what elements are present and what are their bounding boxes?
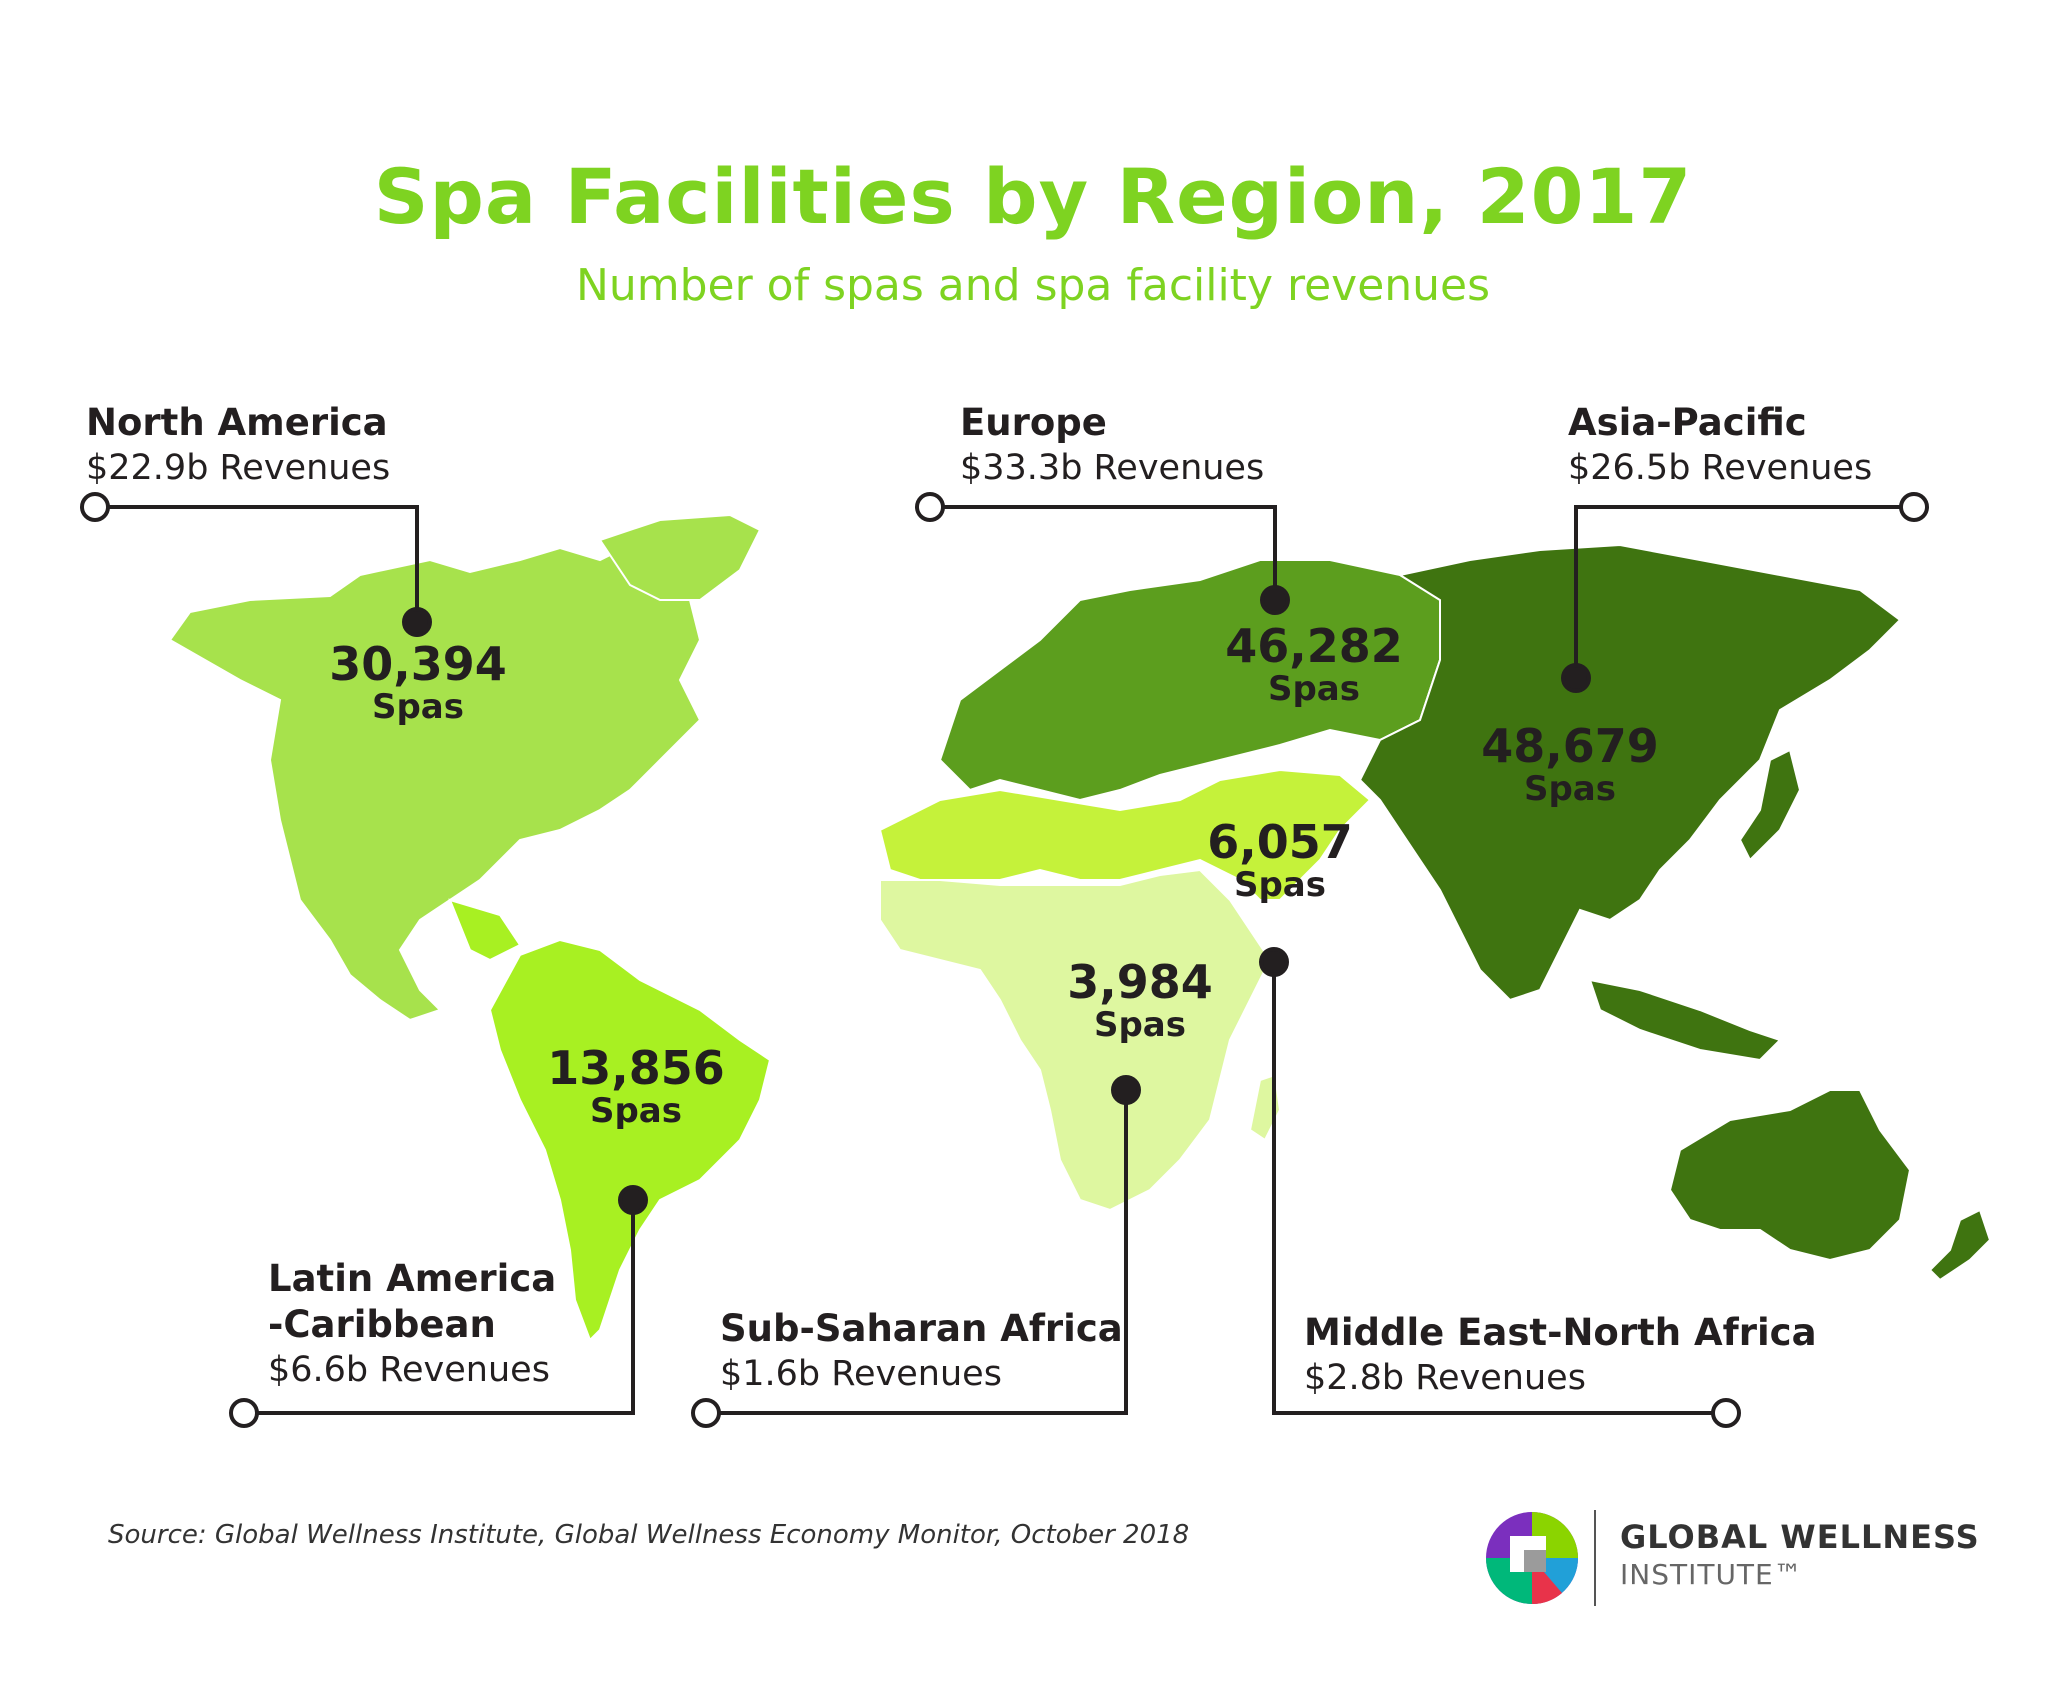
asia-pacific-leader xyxy=(1574,505,1914,678)
sub-saharan-africa-spa-count: 3,984 Spas xyxy=(1010,958,1270,1044)
europe-label: Europe $33.3b Revenues xyxy=(960,400,1264,490)
sub-saharan-africa-label: Sub-Saharan Africa $1.6b Revenues xyxy=(720,1306,1123,1396)
spa-count-unit: Spas xyxy=(1523,769,1616,809)
middle-east-dot xyxy=(1259,947,1289,977)
greenland-shape xyxy=(598,513,762,601)
leader-endpoints xyxy=(80,492,1929,1428)
north-america-dot xyxy=(402,607,432,637)
spa-count-unit: Spas xyxy=(589,1091,682,1131)
europe-open-dot xyxy=(915,492,945,522)
middle-east-north-africa-spa-count: 6,057 Spas xyxy=(1150,818,1410,904)
region-name: Asia-Pacific xyxy=(1568,401,1807,444)
region-revenue: $22.9b Revenues xyxy=(86,448,391,488)
australia-shape xyxy=(1668,1089,1912,1262)
latin-america-spa-count: 13,856 Spas xyxy=(506,1044,766,1130)
europe-leader xyxy=(930,505,1277,600)
region-revenue: $1.6b Revenues xyxy=(720,1354,1002,1394)
spa-count-unit: Spas xyxy=(1233,865,1326,905)
spa-count-unit: Spas xyxy=(371,687,464,727)
spa-count-unit: Spas xyxy=(1093,1005,1186,1045)
latin-america-leader xyxy=(244,1200,635,1415)
sub-saharan-africa-leader xyxy=(706,1090,1128,1415)
logo-divider xyxy=(1594,1510,1596,1606)
north-america-spa-count: 30,394 Spas xyxy=(288,640,548,726)
middle-east-north-africa-label: Middle East-North Africa $2.8b Revenues xyxy=(1304,1310,1817,1400)
asia-pacific-open-dot xyxy=(1899,492,1929,522)
middle-east-open-dot xyxy=(1711,1398,1741,1428)
sub-saharan-africa-shape xyxy=(879,868,1272,1212)
spa-count-value: 6,057 xyxy=(1207,815,1353,869)
region-name: Middle East-North Africa xyxy=(1304,1311,1817,1354)
latin-america-dot xyxy=(618,1185,648,1215)
spa-count-unit: Spas xyxy=(1267,669,1360,709)
region-revenue: $6.6b Revenues xyxy=(268,1350,550,1390)
latin-america-shape xyxy=(448,898,772,1342)
page-title: Spa Facilities by Region, 2017 xyxy=(373,152,1693,241)
leader-lines xyxy=(95,505,1914,1415)
sub-saharan-africa-open-dot xyxy=(691,1398,721,1428)
asia-pacific-spa-count: 48,679 Spas xyxy=(1440,722,1700,808)
source-note: Source: Global Wellness Institute, Globa… xyxy=(108,1520,1190,1550)
europe-spa-count: 46,282 Spas xyxy=(1184,622,1444,708)
spa-count-value: 48,679 xyxy=(1481,719,1659,773)
europe-dot xyxy=(1260,585,1290,615)
region-name-line2: -Caribbean xyxy=(268,1303,496,1346)
region-revenue: $33.3b Revenues xyxy=(960,448,1265,488)
latin-america-label: Latin America -Caribbean $6.6b Revenues xyxy=(268,1256,556,1392)
asia-pacific-dot xyxy=(1561,663,1591,693)
brand-name-line1: GLOBAL WELLNESS xyxy=(1620,1518,1980,1556)
spa-count-value: 30,394 xyxy=(329,637,507,691)
gwi-logo-icon xyxy=(1486,1512,1578,1605)
page-subtitle: Number of spas and spa facility revenues xyxy=(575,260,1491,311)
middle-east-north-africa-shape xyxy=(878,768,1372,901)
latin-america-open-dot xyxy=(229,1398,259,1428)
region-name-line1: Latin America xyxy=(268,1257,557,1300)
north-america-label: North America $22.9b Revenues xyxy=(86,400,390,490)
asia-pacific-shape xyxy=(1358,543,1902,1002)
sub-saharan-africa-dot xyxy=(1111,1075,1141,1105)
spa-count-value: 13,856 xyxy=(547,1041,725,1095)
north-america-shape xyxy=(168,538,732,1022)
spa-count-value: 3,984 xyxy=(1067,955,1213,1009)
north-america-leader xyxy=(95,505,419,622)
region-name: Europe xyxy=(960,401,1107,444)
asia-pacific-label: Asia-Pacific $26.5b Revenues xyxy=(1568,400,1872,490)
southeast-asia-shape xyxy=(1588,978,1782,1062)
middle-east-leader xyxy=(1272,962,1726,1415)
region-name: Sub-Saharan Africa xyxy=(720,1307,1123,1350)
region-name: North America xyxy=(86,401,388,444)
region-revenue: $26.5b Revenues xyxy=(1568,448,1873,488)
region-revenue: $2.8b Revenues xyxy=(1304,1358,1586,1398)
new-zealand-shape xyxy=(1928,1208,1992,1282)
north-america-open-dot xyxy=(80,492,110,522)
japan-shape xyxy=(1738,748,1802,862)
spa-count-value: 46,282 xyxy=(1225,619,1403,673)
brand-name-line2: INSTITUTE™ xyxy=(1620,1558,1803,1591)
